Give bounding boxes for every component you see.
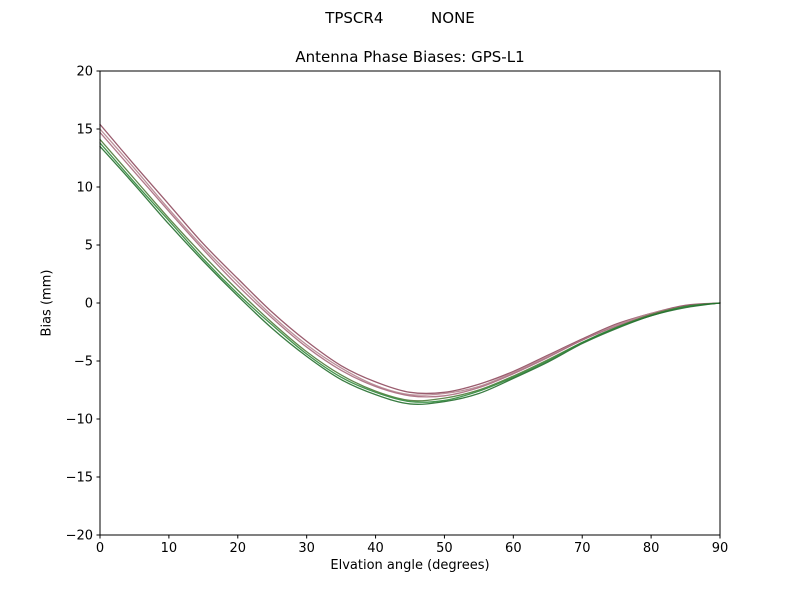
- x-tick-label: 10: [161, 541, 178, 556]
- data-line: [99, 145, 721, 405]
- x-tick-label: 80: [643, 541, 660, 556]
- x-tick-label: 40: [367, 541, 384, 556]
- x-tick-label: 30: [298, 541, 315, 556]
- x-tick-label: 60: [505, 541, 522, 556]
- chart-title: Antenna Phase Biases: GPS-L1: [295, 48, 525, 66]
- x-tick-label: 70: [574, 541, 591, 556]
- y-tick-label: 15: [76, 123, 93, 138]
- data-line: [99, 123, 721, 395]
- data-line: [99, 138, 721, 402]
- y-tick-label: 0: [85, 297, 93, 312]
- y-tick-label: 5: [85, 239, 93, 254]
- x-tick-label: 90: [712, 541, 729, 556]
- x-tick-label: 50: [436, 541, 453, 556]
- data-line: [99, 142, 721, 403]
- x-tick-label: 0: [96, 541, 104, 556]
- y-tick-label: −10: [66, 413, 93, 428]
- x-tick-label: 20: [230, 541, 247, 556]
- y-tick-label: 10: [76, 181, 93, 196]
- figure-suptitle: TPSCR4 NONE: [325, 9, 475, 27]
- data-line: [99, 131, 721, 398]
- y-tick-label: −15: [66, 471, 93, 486]
- y-tick-label: −20: [66, 529, 93, 544]
- y-tick-label: −5: [74, 355, 93, 370]
- x-axis-label: Elvation angle (degrees): [330, 558, 490, 573]
- data-line: [99, 128, 721, 396]
- y-tick-label: 20: [76, 65, 93, 80]
- axes-box: [99, 70, 721, 536]
